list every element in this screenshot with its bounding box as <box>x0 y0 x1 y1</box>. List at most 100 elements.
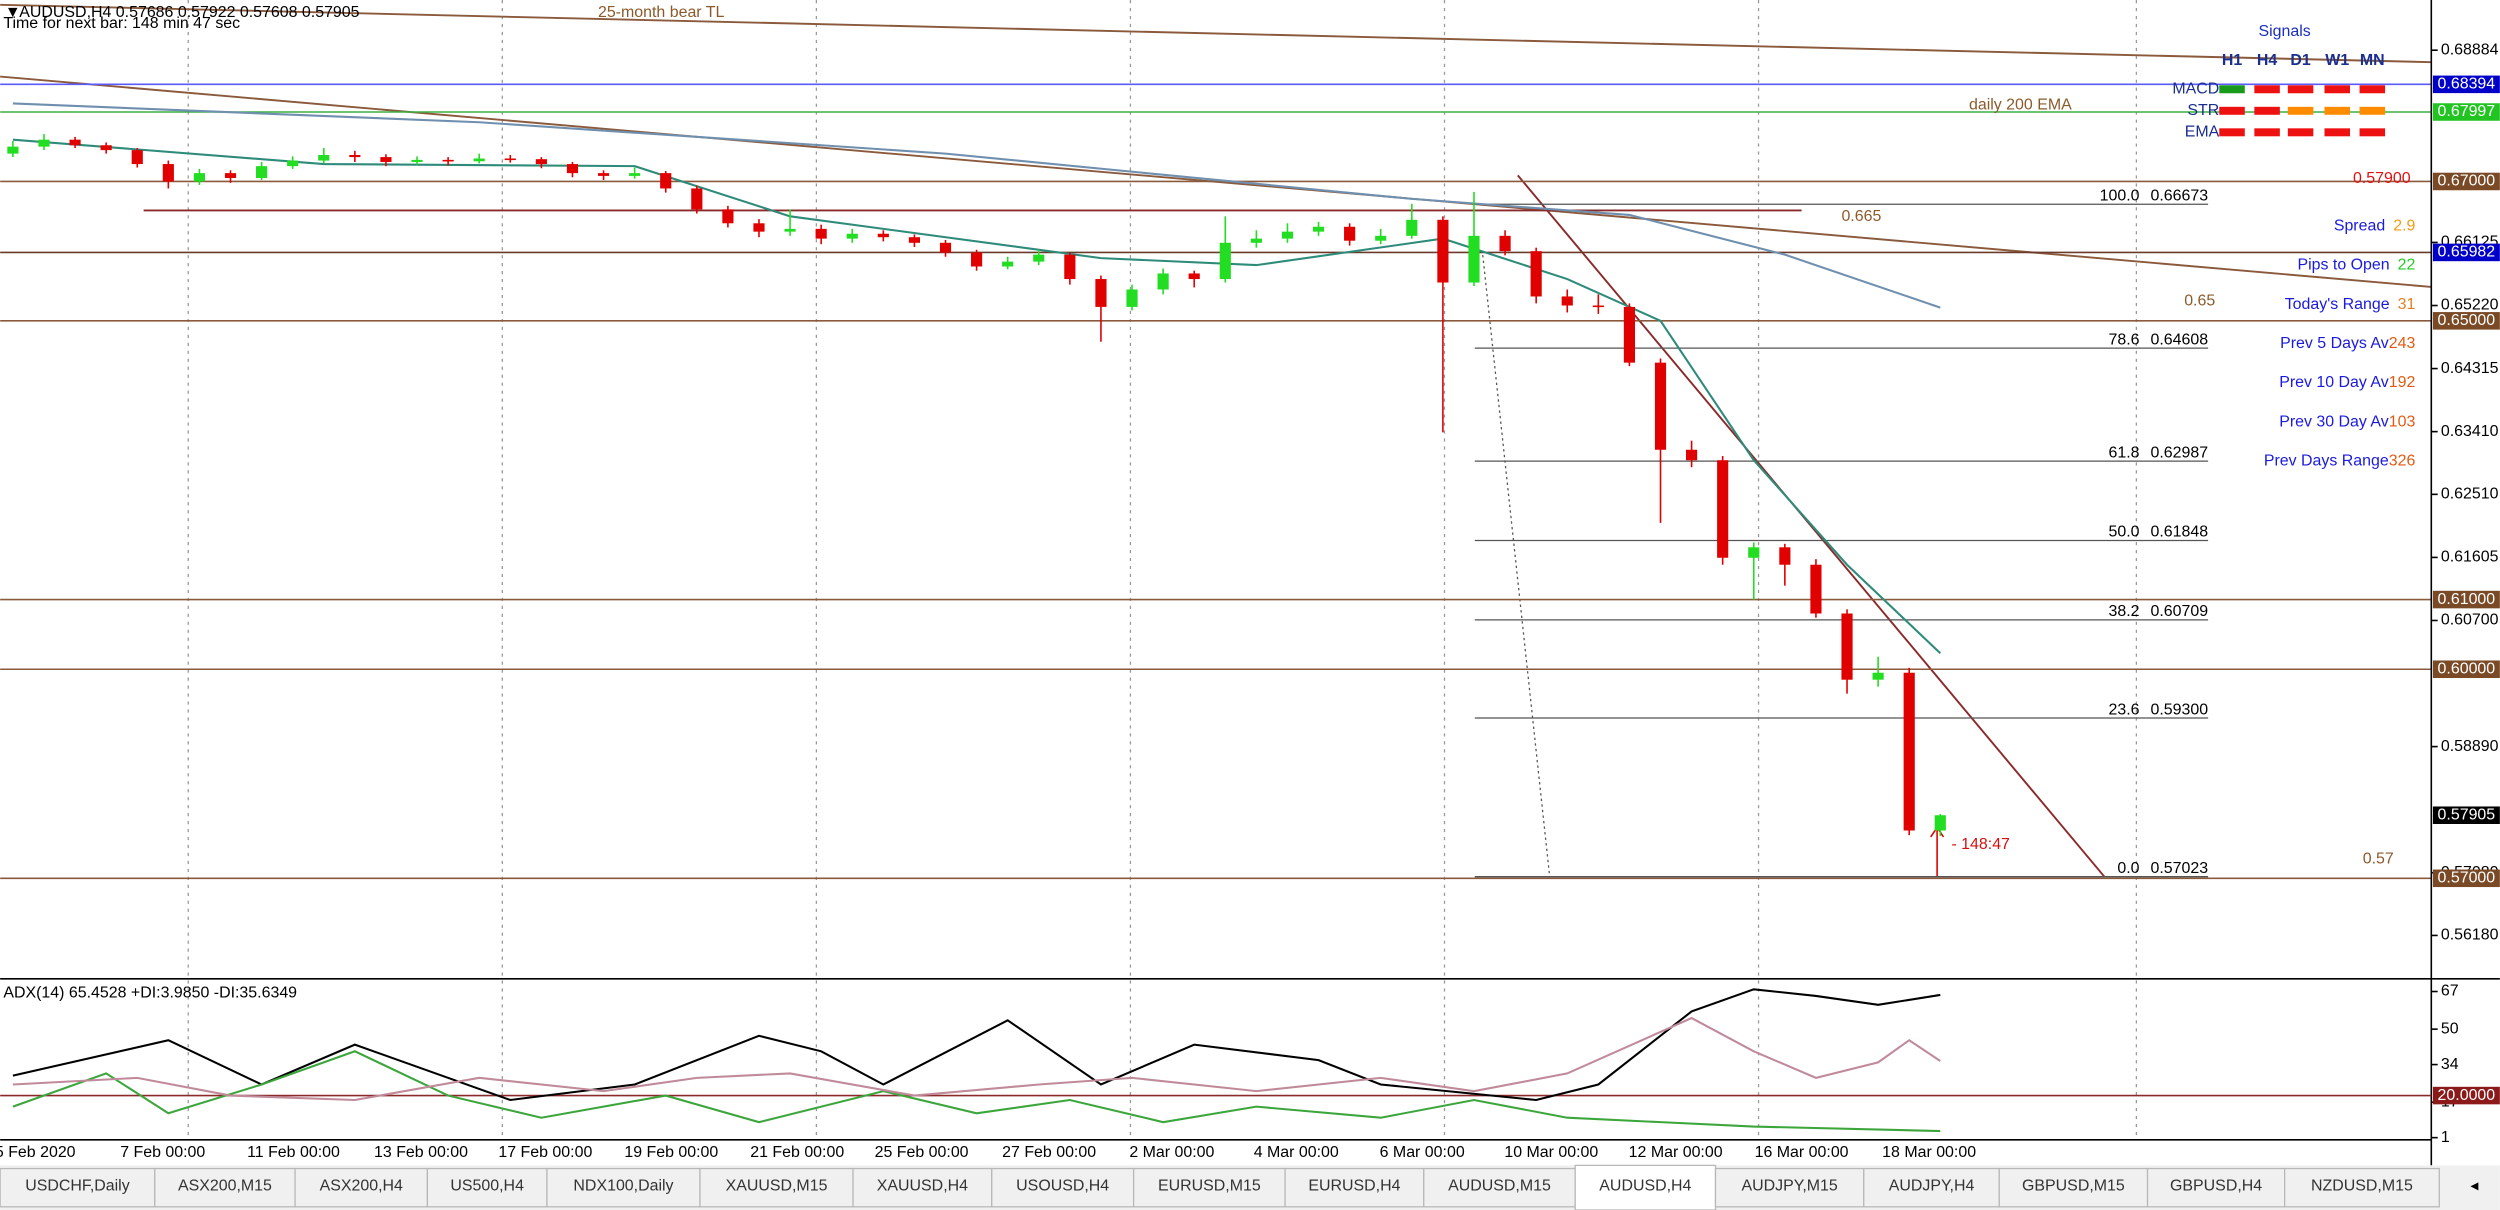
candle-body <box>535 159 547 165</box>
tab-label[interactable]: XAUUSD,M15 <box>726 1177 828 1194</box>
signal-cell <box>2287 85 2314 94</box>
tab-label[interactable]: NZDUSD,M15 <box>2311 1177 2413 1194</box>
stat-value: 243 <box>2389 335 2416 352</box>
fib-value: 0.66673 <box>2150 187 2208 204</box>
candle-body <box>1344 226 1356 241</box>
x-tick-label: 2 Mar 00:00 <box>1129 1144 1214 1161</box>
tab-label[interactable]: USDCHF,Daily <box>25 1177 130 1194</box>
level-box <box>2432 103 2500 121</box>
tab[interactable] <box>1863 1167 2000 1208</box>
candle-body <box>1872 672 1884 680</box>
indicator-line <box>12 988 1941 1102</box>
tab[interactable] <box>426 1167 548 1208</box>
x-tick-label: 19 Feb 00:00 <box>624 1144 718 1161</box>
y-tick-label: 0.63410 <box>2441 423 2499 440</box>
tab[interactable] <box>1284 1167 1425 1208</box>
tab-label[interactable]: US500,H4 <box>450 1177 524 1194</box>
candle-body <box>784 228 796 232</box>
tab[interactable] <box>2284 1167 2440 1208</box>
tab-label[interactable]: AUDJPY,H4 <box>1889 1177 1975 1194</box>
candle-body <box>1281 231 1294 239</box>
level-label: 0.65000 <box>2438 312 2496 329</box>
candle-body <box>1499 235 1511 252</box>
tab-label[interactable]: AUDUSD,M15 <box>1448 1177 1551 1194</box>
candle-body <box>38 139 50 147</box>
fib-value: 0.57023 <box>2150 860 2208 877</box>
candle-body <box>100 145 112 151</box>
tab-label[interactable]: GBPUSD,M15 <box>2022 1177 2125 1194</box>
candle-body <box>1592 305 1604 308</box>
x-tick-label: 25 Feb 00:00 <box>875 1144 969 1161</box>
tab-label[interactable]: NDX100,Daily <box>573 1177 673 1194</box>
tab-scroll[interactable]: ◂ <box>2470 1177 2478 1194</box>
vertical-grid <box>187 0 2138 1140</box>
x-tick-label: 10 Mar 00:00 <box>1504 1144 1598 1161</box>
tab[interactable] <box>1132 1167 1286 1208</box>
level-box <box>2432 243 2500 262</box>
stat-value: 103 <box>2389 414 2416 431</box>
fib-value: 0.64608 <box>2150 331 2208 348</box>
candle-body <box>442 159 454 162</box>
tab[interactable] <box>852 1167 993 1208</box>
fib-value: 0.60709 <box>2150 603 2208 620</box>
candle-body <box>566 164 579 174</box>
tab-label[interactable]: EURUSD,M15 <box>1158 1177 1261 1194</box>
bid-label: 0.57905 <box>2438 806 2496 823</box>
header-symbol: AUDUSD,H4 0.57686 0.57922 0.57608 0.5790… <box>19 4 359 21</box>
tab-label[interactable]: EURUSD,H4 <box>1308 1177 1400 1194</box>
tab-label[interactable]: ASX200,H4 <box>320 1177 403 1194</box>
tab-label[interactable]: AUDUSD,H4 <box>1599 1177 1691 1194</box>
tab[interactable] <box>154 1167 296 1208</box>
level-box <box>2432 660 2500 679</box>
moving-average <box>12 138 1942 654</box>
stat: Prev 5 Days Av243 <box>2280 335 2415 352</box>
y-tick-label: 0.64315 <box>2441 360 2499 377</box>
candle-body <box>1686 449 1698 461</box>
tab-label[interactable]: ASX200,M15 <box>178 1177 272 1194</box>
tab[interactable] <box>1714 1167 1865 1208</box>
y-tick-label: 0.62510 <box>2441 486 2499 503</box>
moving-average <box>12 102 1941 309</box>
y-tick-label: 0.61605 <box>2441 549 2499 566</box>
stat-value: 326 <box>2389 453 2416 470</box>
stat-value: 31 <box>2398 296 2416 313</box>
candle-body <box>1002 261 1014 267</box>
candle-body <box>1561 296 1573 306</box>
candle-body <box>691 188 703 210</box>
stat: Prev 10 Day Av192 <box>2279 374 2415 391</box>
tab-label[interactable]: XAUUSD,H4 <box>877 1177 968 1194</box>
level-box <box>2432 590 2500 609</box>
candle-body <box>1717 460 1729 558</box>
tab[interactable] <box>1423 1167 1576 1208</box>
candle-body <box>162 164 174 182</box>
candle-body <box>1188 273 1200 280</box>
tab[interactable] <box>991 1167 1135 1208</box>
candle-body <box>753 223 765 232</box>
fib-ratio: 61.8 <box>2109 444 2140 461</box>
tab-label[interactable]: GBPUSD,H4 <box>2170 1177 2262 1194</box>
candle-body <box>1654 362 1667 450</box>
tab[interactable] <box>1574 1164 1717 1210</box>
candle-body <box>629 173 641 176</box>
tab[interactable] <box>699 1167 854 1208</box>
stat-label: Prev 10 Day Av <box>2279 374 2389 391</box>
signal-cell <box>2219 106 2245 115</box>
level-label: 0.68394 <box>2438 76 2496 93</box>
stat: Prev Days Range326 <box>2264 453 2416 470</box>
x-tick-label: 17 Feb 00:00 <box>498 1144 592 1161</box>
signal-row-label: MACD <box>2172 80 2219 97</box>
tab-label[interactable]: USOUSD,H4 <box>1016 1177 1109 1194</box>
tab[interactable] <box>2146 1167 2286 1208</box>
stat: Prev 30 Day Av103 <box>2279 414 2415 431</box>
signal-cell <box>2219 85 2245 94</box>
annotation: 0.57 <box>2363 850 2394 867</box>
y-tick-label: 0.68884 <box>2441 41 2499 58</box>
x-tick-label: 5 Feb 2020 <box>0 1144 76 1161</box>
candle-body <box>1033 254 1045 262</box>
x-tick-label: 7 Feb 00:00 <box>120 1144 205 1161</box>
steep-trendline <box>1517 174 2106 878</box>
candle-body <box>1748 547 1760 558</box>
tab-label[interactable]: AUDJPY,M15 <box>1742 1177 1838 1194</box>
